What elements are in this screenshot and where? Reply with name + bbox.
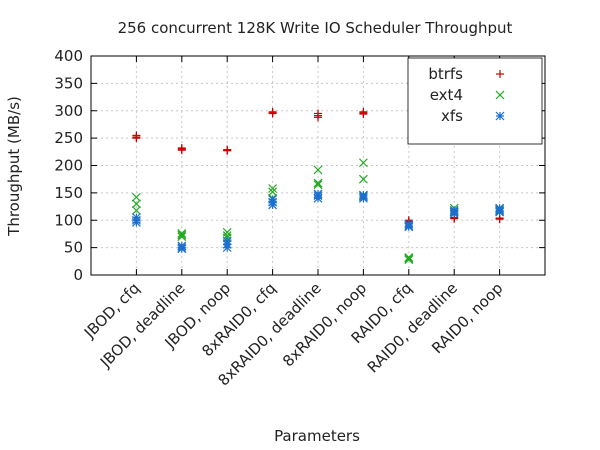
data-point-btrfs	[177, 146, 186, 155]
data-point-ext4	[313, 180, 323, 190]
data-point-ext4	[313, 165, 323, 175]
data-point-xfs	[177, 244, 187, 254]
data-point-btrfs	[359, 108, 368, 117]
y-tick-label: 350	[54, 74, 83, 92]
data-point-xfs	[222, 243, 232, 253]
legend-box	[407, 57, 543, 145]
legend-label-btrfs: btrfs	[428, 65, 463, 83]
y-tick-label: 250	[54, 129, 83, 147]
legend-label-xfs: xfs	[441, 107, 463, 125]
data-point-xfs	[404, 222, 414, 232]
x-axis-label: Parameters	[274, 427, 360, 445]
data-point-ext4	[404, 253, 414, 262]
data-point-ext4	[177, 228, 187, 238]
y-tick-label: 0	[73, 266, 83, 284]
y-tick-label: 150	[54, 184, 83, 202]
data-point-xfs	[358, 193, 368, 203]
data-point-ext4	[404, 254, 414, 263]
grid-lines	[91, 56, 545, 275]
y-tick-label: 50	[64, 239, 83, 257]
data-point-xfs	[313, 193, 323, 203]
data-point-xfs	[449, 209, 459, 219]
data-point-ext4	[313, 178, 323, 188]
data-point-ext4	[358, 158, 368, 168]
data-point-btrfs	[223, 146, 232, 155]
data-point-ext4	[268, 184, 278, 193]
data-point-btrfs	[314, 111, 322, 120]
data-point-ext4	[131, 192, 141, 202]
data-point-ext4	[404, 255, 414, 265]
legend-marker-ext4	[495, 90, 505, 100]
data-points	[131, 107, 505, 265]
y-tick-label: 300	[54, 102, 83, 120]
chart-title: 256 concurrent 128K Write IO Scheduler T…	[118, 19, 513, 37]
data-point-ext4	[131, 205, 141, 215]
data-point-ext4	[268, 187, 278, 197]
data-point-ext4	[358, 174, 368, 184]
data-point-btrfs	[268, 108, 277, 117]
y-tick-label: 100	[54, 211, 83, 229]
legend: btrfs ext4 xfs	[407, 57, 543, 145]
data-point-ext4	[177, 230, 187, 240]
legend-marker-btrfs	[496, 70, 504, 78]
data-point-ext4	[131, 199, 141, 209]
legend-marker-xfs	[495, 111, 505, 121]
y-tick-label: 400	[54, 47, 83, 65]
data-point-xfs	[495, 207, 505, 217]
legend-label-ext4: ext4	[430, 86, 463, 104]
data-point-xfs	[131, 218, 141, 227]
y-axis-ticks: 0 50 100 150 200 250 300 350 400	[54, 47, 545, 284]
data-point-xfs	[268, 200, 278, 210]
data-point-btrfs	[132, 133, 141, 142]
y-tick-label: 200	[54, 157, 83, 175]
y-axis-label: Throughput (MB/s)	[5, 96, 23, 237]
data-point-ext4	[177, 232, 187, 242]
